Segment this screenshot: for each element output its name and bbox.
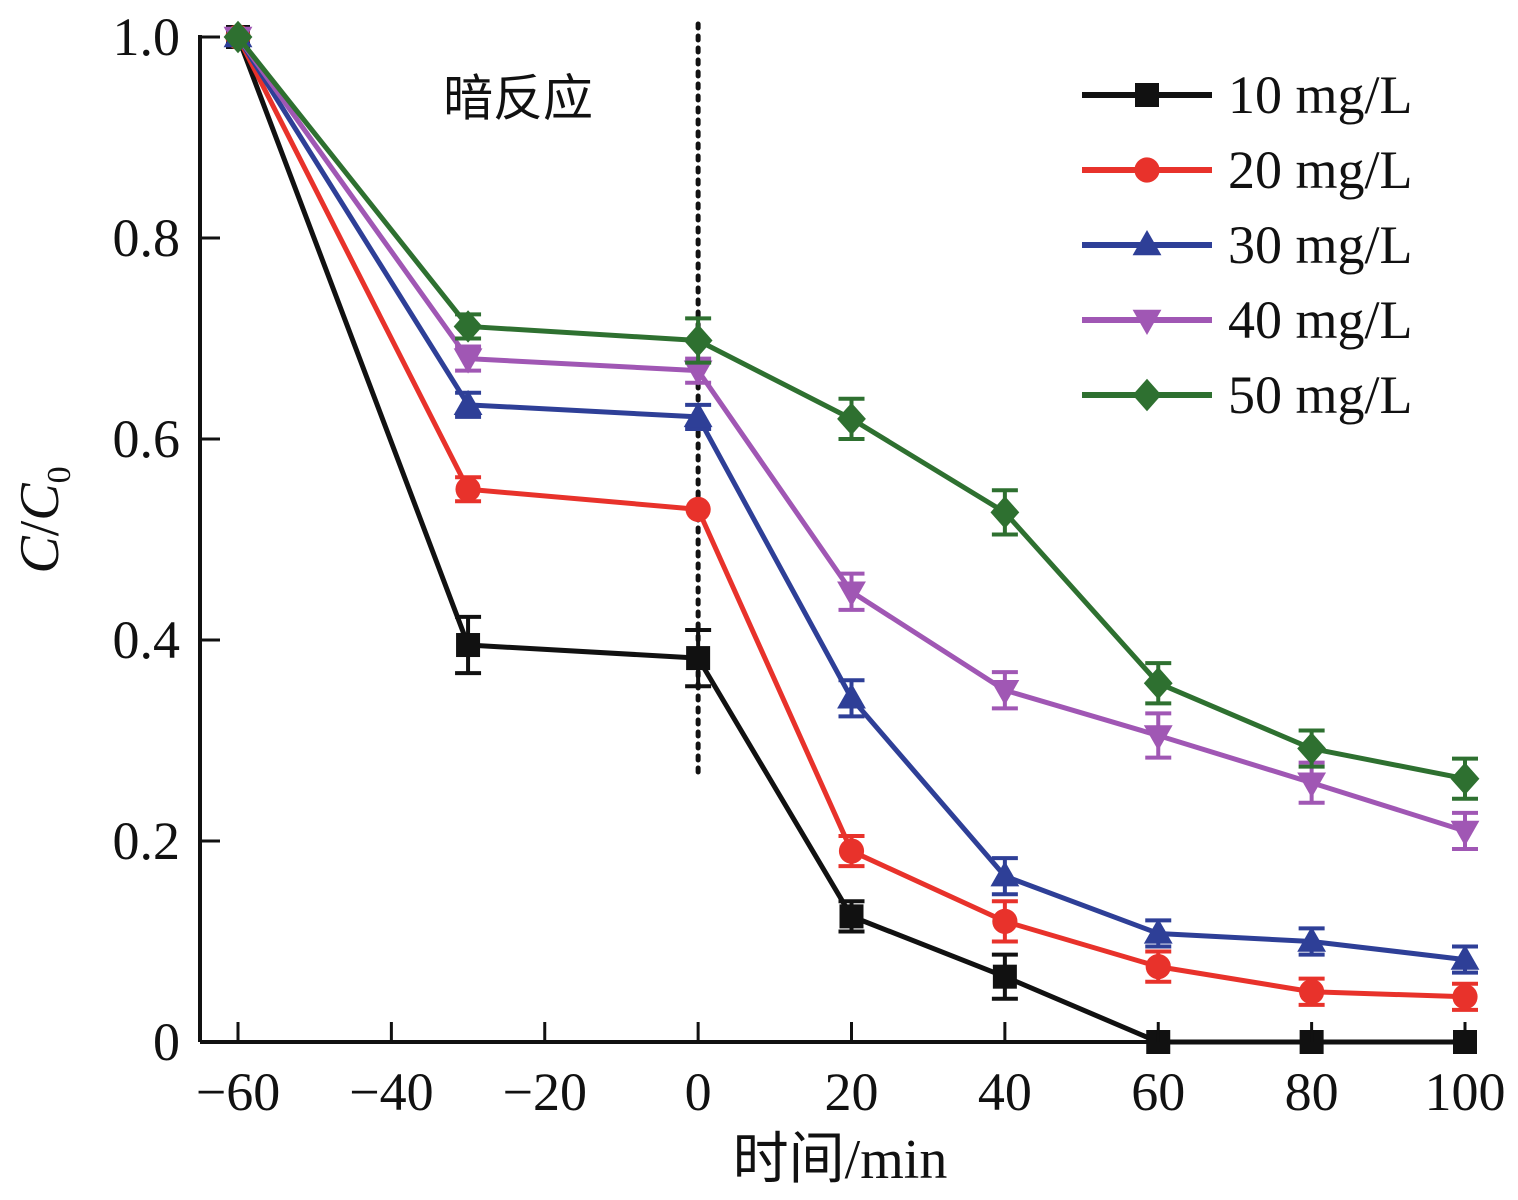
data-point [455, 476, 481, 502]
data-point [837, 581, 866, 607]
x-tick-label: 0 [685, 1062, 712, 1122]
series-line [235, 35, 1466, 834]
legend-marker [1132, 378, 1162, 412]
y-tick-label: 0.8 [113, 208, 181, 268]
series-4 [223, 26, 1480, 852]
axes [198, 35, 1475, 1044]
y-tick-label: 0.4 [113, 610, 181, 670]
x-tick-label: 20 [825, 1062, 879, 1122]
x-tick-label: 100 [1425, 1062, 1506, 1122]
y-ticks: 0 0.2 0.4 0.6 0.8 1.0 [113, 7, 220, 1072]
series-5 [223, 20, 1480, 801]
data-point [990, 496, 1020, 529]
y-tick-label: 0.6 [113, 409, 181, 469]
series-line [236, 35, 1466, 782]
data-point [456, 633, 481, 658]
data-point [683, 401, 713, 428]
data-point [1297, 772, 1327, 798]
plot-area [223, 20, 1480, 1054]
data-point [453, 389, 483, 416]
x-tick-label: −40 [349, 1062, 433, 1122]
data-point [1143, 918, 1173, 944]
data-point [1452, 984, 1478, 1010]
data-point [992, 964, 1017, 989]
data-point [990, 680, 1020, 706]
data-point [1450, 762, 1480, 795]
legend-label: 20 mg/L [1228, 140, 1413, 200]
data-point [685, 496, 711, 522]
dark-reaction-annotation: 暗反应 [443, 69, 593, 127]
legend: 10 mg/L 20 mg/L 30 mg/L 40 mg/L 50 mg/L [1082, 65, 1413, 425]
series-2 [225, 24, 1478, 1012]
x-tick-label: 80 [1285, 1062, 1339, 1122]
legend-label: 50 mg/L [1228, 365, 1413, 425]
legend-marker [1135, 83, 1159, 107]
data-point [1450, 944, 1480, 970]
data-point [992, 908, 1018, 935]
data-point [990, 861, 1020, 887]
data-point [223, 20, 253, 54]
series-line [235, 35, 1466, 963]
data-point [1450, 820, 1480, 846]
data-point [686, 646, 711, 671]
x-ticks: −60 −40 −20 0 20 40 60 80 100 [196, 1022, 1506, 1122]
x-tick-label: 60 [1131, 1062, 1185, 1122]
x-tick-label: −20 [503, 1062, 587, 1122]
legend-label: 30 mg/L [1228, 215, 1413, 275]
data-point [837, 402, 866, 436]
data-point [1143, 725, 1173, 751]
data-point [1145, 954, 1171, 980]
legend-marker [1132, 309, 1162, 335]
y-tick-label: 0.2 [113, 811, 181, 871]
data-point [453, 310, 483, 343]
data-point [838, 838, 865, 864]
series-line [235, 35, 1466, 1000]
data-point [1299, 979, 1325, 1005]
legend-label: 40 mg/L [1228, 290, 1413, 350]
y-tick-label: 1.0 [113, 7, 181, 67]
data-point [683, 324, 713, 357]
data-point [453, 348, 483, 374]
y-axis-title: C/C0 [9, 466, 78, 573]
data-point [1297, 732, 1327, 765]
series-3 [223, 22, 1480, 975]
x-tick-label: 40 [978, 1062, 1032, 1122]
legend-label: 10 mg/L [1228, 65, 1413, 125]
data-point [839, 904, 864, 929]
legend-marker [1134, 157, 1160, 183]
data-point [683, 360, 713, 386]
data-point [1297, 926, 1327, 952]
x-tick-label: −60 [196, 1062, 280, 1122]
data-point [837, 683, 866, 709]
data-point [1143, 667, 1173, 700]
x-axis-title: 时间/min [733, 1129, 948, 1191]
legend-marker [1132, 230, 1162, 256]
y-tick-label: 0 [153, 1012, 180, 1072]
